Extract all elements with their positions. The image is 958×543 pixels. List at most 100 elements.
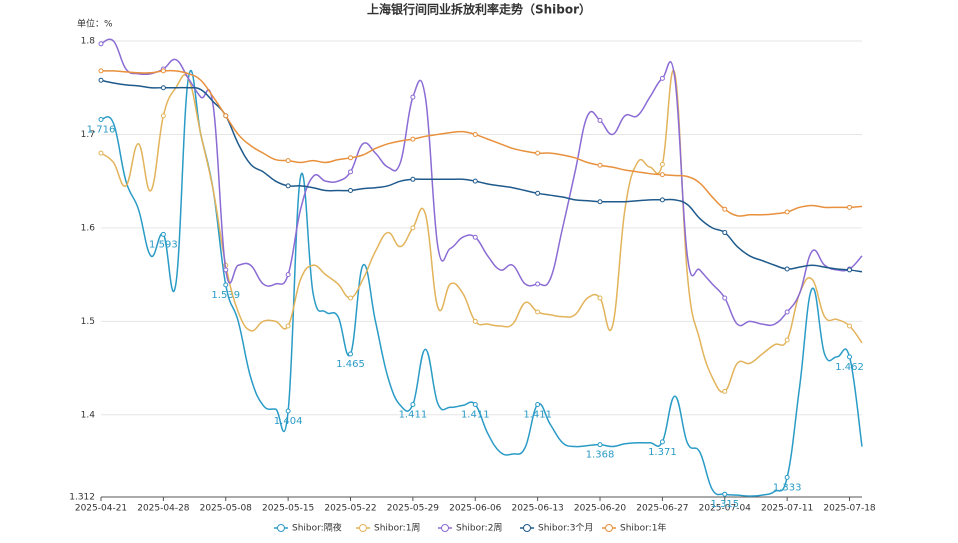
point-marker bbox=[535, 281, 541, 287]
data-label: 1.333 bbox=[773, 482, 802, 493]
point-marker bbox=[659, 439, 665, 445]
legend-label: Shibor:隔夜 bbox=[292, 522, 342, 534]
point-marker bbox=[722, 230, 728, 236]
point-marker bbox=[410, 94, 416, 100]
point-marker bbox=[410, 176, 416, 182]
point-marker bbox=[659, 161, 665, 167]
point-marker bbox=[348, 169, 354, 175]
legend-label: Shibor:3个月 bbox=[538, 523, 593, 534]
data-label: 1.411 bbox=[523, 409, 552, 420]
point-marker bbox=[223, 282, 229, 288]
legend-label: Shibor:1周 bbox=[374, 523, 420, 534]
point-marker bbox=[597, 117, 603, 123]
point-marker bbox=[98, 116, 104, 122]
x-tick-label: 2025-07-04 bbox=[699, 504, 752, 514]
point-marker bbox=[784, 209, 790, 215]
x-tick-label: 2025-04-28 bbox=[137, 504, 190, 514]
x-tick-label: 2025-05-15 bbox=[262, 504, 314, 514]
y-tick-label: 1.312 bbox=[69, 493, 95, 503]
point-marker bbox=[722, 206, 728, 212]
point-marker bbox=[348, 351, 354, 357]
legend-swatch bbox=[523, 524, 531, 532]
x-tick-label: 2025-06-06 bbox=[449, 504, 502, 514]
point-marker bbox=[535, 401, 541, 407]
data-label: 1.371 bbox=[648, 447, 677, 458]
point-marker bbox=[223, 113, 229, 119]
data-label: 1.593 bbox=[149, 239, 178, 250]
y-tick-label: 1.7 bbox=[81, 130, 95, 140]
point-marker bbox=[98, 77, 104, 83]
point-marker bbox=[472, 131, 478, 137]
point-marker bbox=[847, 323, 853, 329]
point-marker bbox=[597, 295, 603, 301]
data-label: 1.465 bbox=[336, 359, 365, 370]
y-tick-label: 1.8 bbox=[81, 37, 96, 47]
x-tick-label: 2025-07-11 bbox=[761, 504, 813, 514]
point-marker bbox=[472, 401, 478, 407]
point-marker bbox=[472, 178, 478, 184]
point-marker bbox=[410, 136, 416, 142]
legend-label: Shibor:2周 bbox=[456, 523, 502, 534]
point-marker bbox=[847, 267, 853, 273]
point-marker bbox=[348, 155, 354, 161]
y-axis-label: 单位：% bbox=[77, 18, 113, 30]
point-marker bbox=[160, 231, 166, 237]
data-label: 1.368 bbox=[586, 450, 615, 461]
y-tick-label: 1.4 bbox=[81, 410, 96, 420]
x-tick-label: 2025-04-21 bbox=[75, 504, 127, 514]
point-marker bbox=[659, 197, 665, 203]
legend-swatch bbox=[277, 524, 285, 532]
point-marker bbox=[659, 75, 665, 81]
x-tick-label: 2025-05-08 bbox=[200, 504, 253, 514]
point-marker bbox=[472, 318, 478, 324]
point-marker bbox=[285, 183, 291, 189]
point-marker bbox=[784, 266, 790, 272]
x-tick-label: 2025-05-22 bbox=[324, 504, 376, 514]
point-marker bbox=[535, 309, 541, 315]
point-marker bbox=[659, 172, 665, 178]
point-marker bbox=[784, 474, 790, 480]
legend-swatch bbox=[441, 524, 449, 532]
data-label: 1.462 bbox=[835, 362, 864, 373]
point-marker bbox=[597, 442, 603, 448]
x-tick-label: 2025-06-13 bbox=[511, 504, 563, 514]
point-marker bbox=[597, 199, 603, 205]
point-marker bbox=[98, 41, 104, 47]
legend-swatch bbox=[605, 524, 613, 532]
point-marker bbox=[348, 188, 354, 194]
point-marker bbox=[285, 272, 291, 278]
point-marker bbox=[410, 401, 416, 407]
series-line bbox=[100, 69, 863, 497]
y-tick-label: 1.5 bbox=[81, 317, 95, 327]
point-marker bbox=[160, 85, 166, 91]
series-line bbox=[100, 69, 863, 393]
data-label: 1.411 bbox=[461, 409, 490, 420]
point-marker bbox=[160, 113, 166, 119]
point-marker bbox=[722, 491, 728, 497]
x-tick-label: 2025-05-29 bbox=[387, 504, 440, 514]
point-marker bbox=[98, 150, 104, 156]
chart-title: 上海银行间同业拆放利率走势（Shibor） bbox=[367, 2, 591, 17]
point-marker bbox=[722, 295, 728, 301]
x-tick-label: 2025-06-27 bbox=[636, 504, 688, 514]
point-marker bbox=[847, 204, 853, 210]
data-label: 1.539 bbox=[211, 290, 240, 301]
point-marker bbox=[535, 150, 541, 156]
point-marker bbox=[597, 162, 603, 168]
point-marker bbox=[410, 225, 416, 231]
x-tick-label: 2025-06-20 bbox=[574, 504, 627, 514]
data-label: 1.404 bbox=[274, 416, 303, 427]
point-marker bbox=[784, 337, 790, 343]
data-label: 1.716 bbox=[87, 124, 116, 135]
data-label: 1.411 bbox=[399, 409, 428, 420]
point-marker bbox=[285, 323, 291, 329]
point-marker bbox=[535, 190, 541, 196]
point-marker bbox=[348, 295, 354, 301]
point-marker bbox=[160, 68, 166, 74]
point-marker bbox=[285, 158, 291, 164]
point-marker bbox=[472, 234, 478, 240]
point-marker bbox=[847, 354, 853, 360]
point-marker bbox=[98, 68, 104, 74]
data-label: 1.315 bbox=[710, 499, 739, 510]
